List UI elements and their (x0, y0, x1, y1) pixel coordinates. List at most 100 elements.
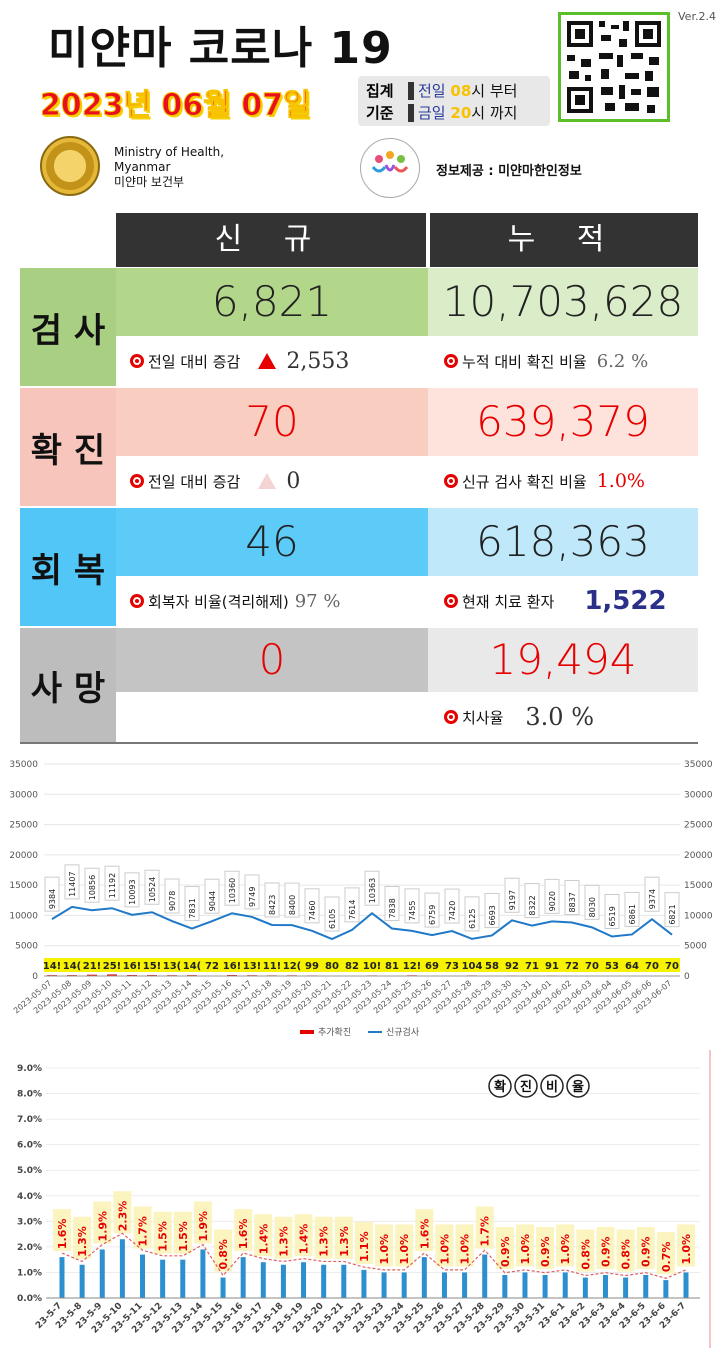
data-label-confirmed: 14( (63, 961, 82, 972)
data-label-tests: 8837 (568, 892, 577, 912)
bar-ratio (602, 1275, 608, 1298)
label-bg (254, 1214, 273, 1257)
bar-ratio (79, 1264, 85, 1298)
data-label-tests: 6861 (628, 904, 637, 924)
bar-ratio (160, 1259, 166, 1298)
label-bg (193, 1201, 212, 1244)
data-label-ratio: 1.5% (177, 1221, 190, 1252)
y-tick-left: 15000 (9, 881, 38, 891)
data-label-confirmed: 99 (305, 961, 319, 972)
data-label-ratio: 1.5% (157, 1221, 170, 1252)
confirmed-new-value: 70 (116, 388, 428, 456)
bar-ratio (542, 1275, 548, 1298)
label-bg (636, 1227, 655, 1269)
data-label-tests: 11407 (68, 871, 77, 896)
data-label-confirmed: 13( (163, 961, 182, 972)
qr-code[interactable] (558, 12, 670, 122)
agg-range-end: 금일 20시 까지 (418, 104, 518, 122)
recovered-new-value: 46 (116, 508, 428, 576)
aggregation-box: 집계 기준 전일 08시 부터 금일 20시 까지 (358, 76, 550, 126)
data-label-ratio: 1.4% (298, 1224, 311, 1255)
data-label-ratio: 0.8% (579, 1239, 592, 1270)
label-bg (334, 1216, 353, 1259)
y-tick-right: 0 (684, 972, 690, 982)
chart-title-char: 비 (546, 1080, 558, 1095)
bar-ratio (341, 1264, 347, 1298)
test-daily-change: 전일 대비 증감 2,553 (116, 337, 428, 385)
agg-divider (408, 82, 414, 100)
data-label-tests: 10363 (368, 878, 377, 903)
data-label-ratio: 0.8% (217, 1239, 230, 1270)
y-tick-left: 5000 (15, 942, 38, 952)
data-label-tests: 6519 (608, 906, 617, 926)
label-bg (294, 1214, 313, 1257)
death-cum-value: 19,494 (428, 628, 698, 692)
agg-range-start: 전일 08시 부터 (418, 82, 518, 100)
test-new-value: 6,821 (116, 268, 428, 336)
bar-ratio (301, 1262, 307, 1298)
data-label-ratio: 2.3% (116, 1201, 129, 1232)
bar-confirmed (107, 974, 117, 976)
bar-ratio (462, 1272, 468, 1298)
data-label-tests: 6759 (428, 905, 437, 925)
virus-icon (130, 594, 144, 608)
y-tick-label: 8.0% (17, 1090, 42, 1100)
data-label-box (144, 869, 160, 905)
virus-icon (444, 354, 458, 368)
y-tick-left: 30000 (9, 790, 38, 800)
label-bg (536, 1227, 555, 1269)
data-label-confirmed: 80 (325, 961, 339, 972)
data-label-box (344, 887, 360, 923)
tests-confirmed-chart: 0 0 5000 5000 10000 10000 15000 15000 20000 20000… (9, 760, 713, 1038)
data-label-confirmed: 25! (103, 961, 121, 972)
bar-ratio (140, 1254, 146, 1298)
data-label-confirmed: 73 (445, 961, 459, 972)
data-label-confirmed: 13! (243, 961, 261, 972)
bar-ratio (401, 1272, 407, 1298)
legend-swatch-tests (368, 1031, 382, 1033)
data-label-box (204, 878, 220, 914)
y-tick-right: 5000 (684, 942, 707, 952)
y-tick-label: 5.0% (17, 1166, 42, 1176)
agg-label-1: 집계 (366, 82, 394, 100)
label-bg (113, 1191, 132, 1234)
label-bg (475, 1206, 494, 1249)
data-label-tests: 10093 (128, 879, 137, 904)
data-label-box (484, 892, 500, 928)
data-label-ratio: 1.9% (197, 1211, 210, 1242)
bar-ratio (99, 1249, 105, 1298)
data-label-tests: 9374 (648, 889, 657, 909)
data-label-box (244, 874, 260, 910)
agg-label-2: 기준 (366, 104, 394, 122)
y-tick-label: 9.0% (17, 1064, 42, 1074)
confirm-ratio-chart: 0.0% 1.0% 2.0% 3.0% 4.0% 5.0% 6.0% 7.0% 8.0% 9.0%… (17, 1050, 711, 1348)
data-label-tests: 9044 (208, 891, 217, 911)
data-label-box (404, 888, 420, 924)
data-label-confirmed: 11! (263, 961, 281, 972)
data-label-confirmed: 72 (205, 961, 219, 972)
data-label-tests: 8322 (528, 895, 537, 915)
test-cum-value: 10,703,628 (428, 268, 698, 336)
data-label-tests: 6693 (488, 905, 497, 925)
data-label-box (124, 872, 140, 908)
y-tick-label: 4.0% (17, 1192, 42, 1202)
data-label-box (544, 878, 560, 914)
bar-ratio (200, 1249, 206, 1298)
data-label-box (164, 878, 180, 914)
data-label-confirmed: 91 (545, 961, 559, 972)
y-tick-label: 1.0% (17, 1268, 42, 1278)
version-label: Ver.2.4 (678, 10, 716, 23)
data-label-confirmed: 21! (83, 961, 101, 972)
data-label-ratio: 1.7% (137, 1216, 150, 1247)
label-bg (596, 1227, 615, 1269)
data-label-ratio: 1.6% (418, 1219, 431, 1250)
label-bg (73, 1216, 92, 1259)
fatality-rate: 치사율 3.0 % (430, 693, 698, 741)
data-label-tests: 8423 (268, 895, 277, 915)
data-label-tests: 7455 (408, 900, 417, 920)
info-source: 정보제공 : 미얀마한인정보 (436, 164, 582, 179)
bar-ratio (522, 1272, 528, 1298)
row-label-test: 검 사 (20, 268, 116, 386)
y-tick-left: 10000 (9, 911, 38, 921)
data-label-ratio: 0.9% (640, 1236, 653, 1267)
